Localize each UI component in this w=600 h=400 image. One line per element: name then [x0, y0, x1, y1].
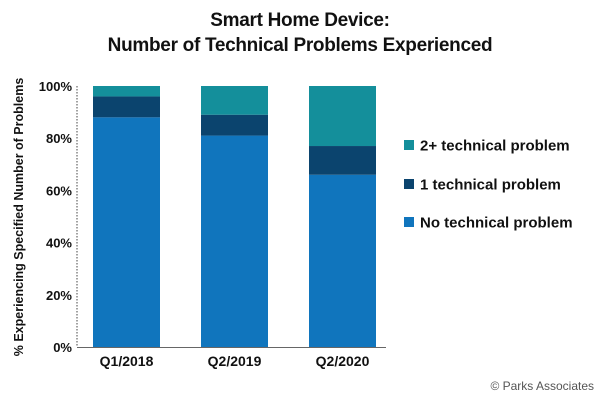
bar-segment-2-technical-problem [93, 86, 160, 97]
x-axis: Q1/2018 Q2/2019 Q2/2020 [77, 347, 386, 369]
bar-segment-no-technical-problem [93, 117, 160, 347]
y-tick-label: 60% [46, 183, 72, 198]
bar-segment-1-technical-problem [309, 146, 376, 175]
legend-swatch [404, 179, 414, 189]
bar-segment-2-technical-problem [201, 86, 268, 115]
bar-segment-no-technical-problem [201, 135, 268, 347]
copyright-notice: © Parks Associates [490, 379, 594, 393]
y-tick-label: 80% [46, 131, 72, 146]
y-tick-label: 100% [39, 79, 73, 94]
bar-segment-1-technical-problem [201, 114, 268, 136]
chart-title: Smart Home Device: [210, 10, 390, 31]
y-axis: 0% 20% 40% 60% 80% 100% [39, 79, 78, 355]
legend-label: 1 technical problem [420, 177, 561, 194]
legend-swatch [404, 140, 414, 150]
y-tick-label: 20% [46, 288, 72, 303]
bar-segment-1-technical-problem [93, 96, 160, 118]
x-tick-label: Q2/2020 [316, 353, 370, 369]
legend-swatch [404, 217, 414, 227]
x-tick-label: Q1/2018 [100, 353, 154, 369]
legend: 2+ technical problem 1 technical problem N… [404, 138, 573, 232]
chart-subtitle: Number of Technical Problems Experienced [107, 35, 493, 56]
legend-label: No technical problem [420, 215, 573, 232]
bars [93, 86, 376, 347]
y-axis-label: % Experiencing Specified Number of Probl… [12, 78, 26, 357]
y-tick-label: 0% [53, 340, 72, 355]
legend-label: 2+ technical problem [420, 138, 570, 155]
x-tick-label: Q2/2019 [208, 353, 262, 369]
bar-segment-no-technical-problem [309, 174, 376, 347]
bar-segment-2-technical-problem [309, 86, 376, 147]
y-tick-label: 40% [46, 236, 72, 251]
